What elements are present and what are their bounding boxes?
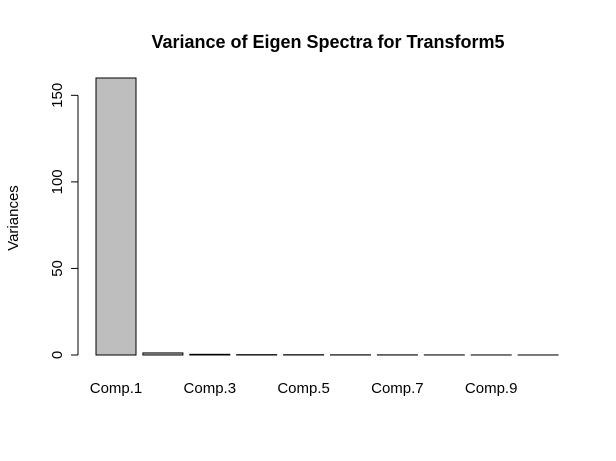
x-tick-label: Comp.5: [277, 380, 330, 397]
bars-group: [96, 78, 558, 355]
chart-title: Variance of Eigen Spectra for Transform5: [151, 32, 504, 52]
x-tick-label: Comp.9: [465, 380, 518, 397]
x-tick-label: Comp.7: [371, 380, 424, 397]
x-tick-label: Comp.3: [184, 380, 237, 397]
bar-comp-2: [143, 353, 183, 355]
bar-comp-3: [190, 354, 230, 355]
x-tick-label: Comp.1: [90, 380, 143, 397]
y-tick-label: 100: [49, 169, 66, 194]
bar-comp-1: [96, 78, 136, 355]
y-tick-label: 0: [49, 351, 66, 359]
x-tick-labels: Comp.1 Comp.3 Comp.5 Comp.7 Comp.9: [90, 380, 518, 397]
y-tick-label: 50: [49, 260, 66, 277]
y-axis: 0 50 100 150: [49, 83, 78, 359]
y-axis-label: Variances: [5, 185, 22, 251]
y-tick-label: 150: [49, 83, 66, 108]
